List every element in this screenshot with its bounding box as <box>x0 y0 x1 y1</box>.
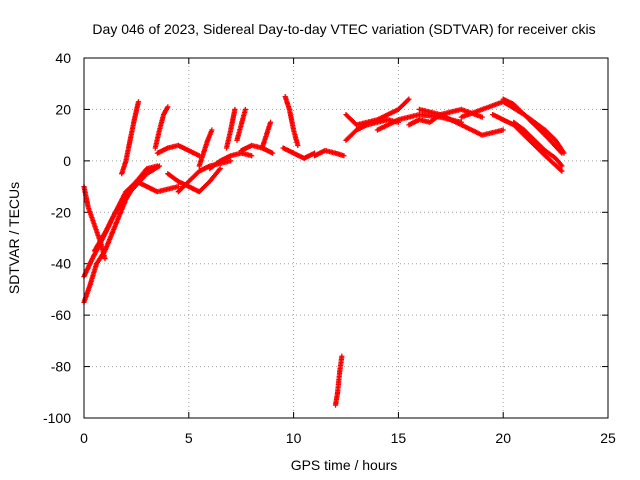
data-point-markers <box>91 171 150 254</box>
y-tick-label: -60 <box>51 307 71 323</box>
x-tick-label: 25 <box>600 430 616 446</box>
data-point-markers <box>223 106 238 151</box>
data-series <box>152 104 171 151</box>
data-point-markers <box>133 178 181 195</box>
data-point-markers <box>416 106 506 138</box>
data-points <box>81 94 567 408</box>
x-tick-label: 10 <box>286 430 302 446</box>
x-axis-label: GPS time / hours <box>291 457 398 473</box>
data-point-markers <box>234 106 248 143</box>
data-point-markers <box>332 353 345 408</box>
x-tick-label: 5 <box>185 430 193 446</box>
plot-frame <box>83 57 609 419</box>
data-series <box>332 353 345 408</box>
data-series <box>259 119 274 151</box>
data-series <box>196 127 215 169</box>
data-point-markers <box>458 99 565 156</box>
data-series <box>500 96 567 156</box>
data-point-markers <box>259 119 274 151</box>
data-series <box>223 106 238 151</box>
data-series <box>416 106 506 138</box>
data-point-markers <box>280 145 318 161</box>
data-series <box>234 106 248 143</box>
x-tick-label: 20 <box>495 430 511 446</box>
x-tick-labels: 0 5 10 15 20 25 <box>80 430 616 446</box>
data-series <box>343 96 412 128</box>
data-point-markers <box>119 99 142 177</box>
data-series <box>282 94 301 149</box>
data-series <box>312 148 347 159</box>
data-point-markers <box>312 148 347 159</box>
data-point-markers <box>282 94 301 149</box>
data-series <box>511 119 565 169</box>
data-series <box>280 145 318 161</box>
y-tick-label: -40 <box>51 256 71 272</box>
data-series <box>133 178 181 195</box>
data-point-markers <box>490 112 565 174</box>
data-point-markers <box>154 142 202 159</box>
y-tick-label: 20 <box>55 101 71 117</box>
data-series <box>119 99 142 177</box>
y-tick-label: 40 <box>55 50 71 66</box>
y-tick-label: -100 <box>43 410 71 426</box>
data-point-markers <box>165 165 223 195</box>
y-tick-label: -20 <box>51 204 71 220</box>
data-series <box>458 99 565 156</box>
y-tick-label: 0 <box>63 153 71 169</box>
x-tick-label: 0 <box>80 430 88 446</box>
data-series <box>165 165 223 195</box>
data-point-markers <box>500 96 567 156</box>
data-series <box>91 171 150 254</box>
y-tick-label: -80 <box>51 359 71 375</box>
data-point-markers <box>196 127 215 169</box>
y-axis-label: SDTVAR / TECUs <box>6 182 22 294</box>
data-point-markers <box>343 96 412 128</box>
data-series <box>154 142 202 159</box>
data-series <box>490 112 565 174</box>
y-tick-labels: -100 -80 -60 -40 -20 0 20 40 <box>43 50 71 426</box>
chart-title: Day 046 of 2023, Sidereal Day-to-day VTE… <box>92 21 595 37</box>
data-point-markers <box>152 104 171 151</box>
x-tick-label: 15 <box>391 430 407 446</box>
data-point-markers <box>511 119 565 169</box>
